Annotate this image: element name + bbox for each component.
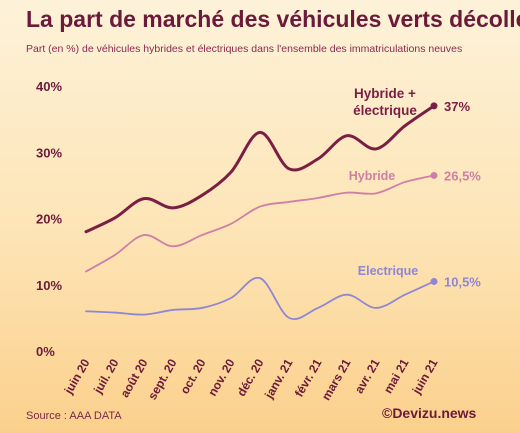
x-tick-label: nov. 20 bbox=[205, 356, 238, 398]
series-line bbox=[84, 104, 436, 234]
y-tick-label: 30% bbox=[36, 145, 62, 160]
y-tick-label: 40% bbox=[36, 79, 62, 94]
x-tick-label: juin 21 bbox=[409, 356, 441, 397]
series-name-label: Hybride + bbox=[354, 86, 416, 101]
series-name-label: Hybride bbox=[349, 169, 396, 183]
series-end-value: 37% bbox=[444, 99, 470, 114]
series-line bbox=[85, 174, 435, 273]
x-tick-label: janv. 21 bbox=[261, 356, 295, 402]
series-end-value: 26,5% bbox=[444, 168, 481, 183]
series-end-point bbox=[430, 171, 438, 179]
series-name-label: électrique bbox=[353, 103, 417, 118]
source-note: Source : AAA DATA bbox=[26, 410, 122, 422]
series-end-point bbox=[430, 102, 438, 110]
y-tick-label: 10% bbox=[36, 278, 62, 293]
y-tick-label: 0% bbox=[36, 344, 55, 359]
credit-logo: ©Devizu.news bbox=[382, 405, 477, 421]
series-end-point bbox=[430, 277, 438, 285]
x-tick-label: avr. 21 bbox=[352, 356, 383, 396]
x-tick-label: juin 20 bbox=[61, 356, 93, 397]
series-line bbox=[85, 276, 435, 320]
chart-title: La part de marché des véhicules verts dé… bbox=[26, 6, 520, 32]
x-tick-label: juil. 20 bbox=[90, 356, 121, 396]
x-tick-label: oct. 20 bbox=[177, 356, 208, 396]
series-name-label: Electrique bbox=[358, 264, 418, 278]
chart-subtitle: Part (en %) de véhicules hybrides et éle… bbox=[26, 43, 463, 55]
x-tick-label: mai 21 bbox=[381, 356, 412, 396]
x-tick-label: sept. 20 bbox=[145, 356, 180, 402]
y-tick-label: 20% bbox=[36, 212, 62, 227]
series-end-value: 10,5% bbox=[444, 274, 481, 289]
